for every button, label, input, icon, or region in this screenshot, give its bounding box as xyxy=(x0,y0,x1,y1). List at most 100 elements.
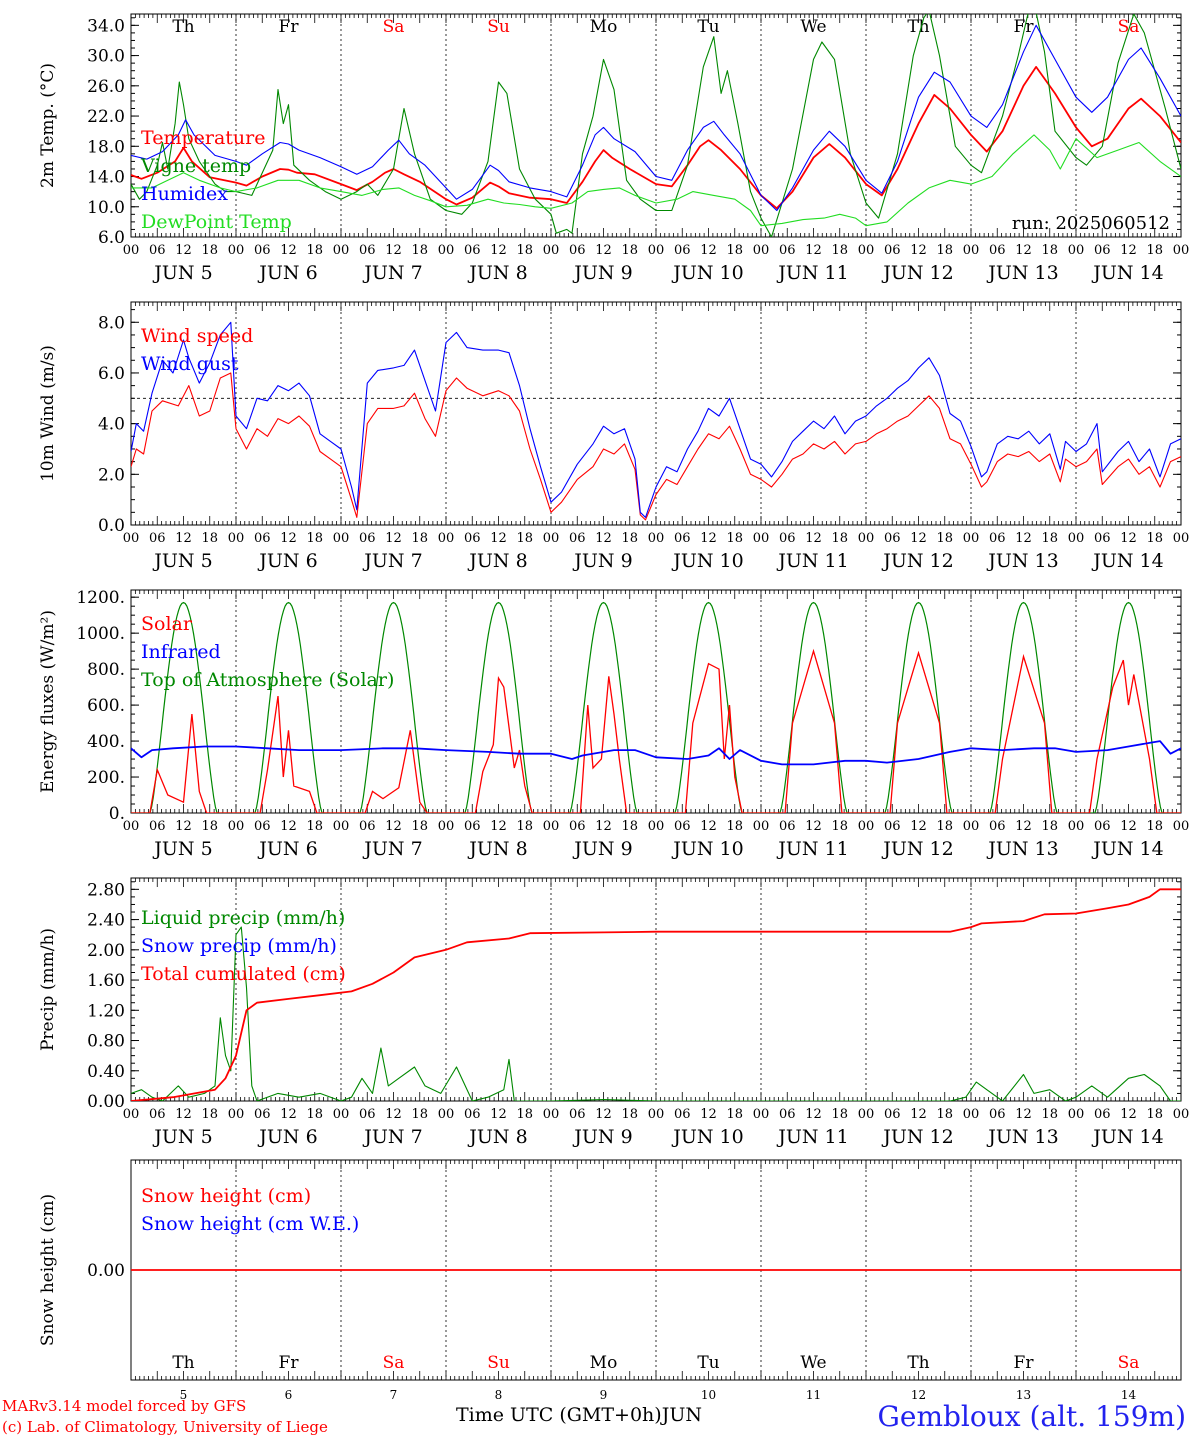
hour-tick-label: 00 xyxy=(753,1107,770,1122)
hour-tick-label: 18 xyxy=(1146,1107,1163,1122)
hour-tick-label: 12 xyxy=(1120,531,1137,546)
hour-tick-label: 06 xyxy=(359,1107,376,1122)
y-tick-label: 2.40 xyxy=(87,911,125,931)
y-tick-label: 10.0 xyxy=(87,198,125,218)
day-label: Mo xyxy=(590,17,618,37)
date-label: JUN 13 xyxy=(986,1126,1058,1148)
day-label: Fr xyxy=(1014,17,1035,37)
hour-tick-label: 18 xyxy=(621,243,638,258)
hour-tick-label: 06 xyxy=(674,819,691,834)
hour-tick-label: 18 xyxy=(306,1107,323,1122)
date-label: JUN 12 xyxy=(881,262,953,284)
y-tick-label: 2.80 xyxy=(87,880,125,900)
hour-tick-label: 12 xyxy=(595,1107,612,1122)
hour-tick-label: 12 xyxy=(700,531,717,546)
day-number: 5 xyxy=(180,1388,188,1402)
hour-tick-label: 00 xyxy=(123,819,140,834)
y-tick-label: 0.80 xyxy=(87,1032,125,1052)
hour-tick-label: 12 xyxy=(385,819,402,834)
series-dewpoint-temp xyxy=(131,134,1181,227)
date-label: JUN 12 xyxy=(881,1126,953,1148)
y-tick-label: 6.0 xyxy=(98,228,125,248)
hour-tick-label: 12 xyxy=(385,531,402,546)
hour-tick-label: 12 xyxy=(175,1107,192,1122)
hour-tick-label: 00 xyxy=(543,243,560,258)
y-tick-label: 14.0 xyxy=(87,168,125,188)
series-humidex xyxy=(131,24,1181,212)
hour-tick-label: 12 xyxy=(1015,1107,1032,1122)
hour-tick-label: 00 xyxy=(858,243,875,258)
legend-entry: Total cumulated (cm) xyxy=(141,963,346,985)
hour-tick-label: 12 xyxy=(280,819,297,834)
day-label: Fr xyxy=(1014,1353,1035,1373)
hour-tick-label: 06 xyxy=(1094,1107,1111,1122)
hour-tick-label: 18 xyxy=(726,243,743,258)
panel-4: 0.00 0.40 0.80 1.20 1.60 2.00 2.40 2.80 Precip (… xyxy=(38,877,1189,1148)
hour-tick-label: 12 xyxy=(910,819,927,834)
hour-tick-label: 18 xyxy=(201,819,218,834)
legend-entry: Vigne temp xyxy=(140,155,251,177)
hour-tick-label: 00 xyxy=(858,531,875,546)
hour-tick-label: 12 xyxy=(595,243,612,258)
hour-tick-label: 18 xyxy=(411,1107,428,1122)
hour-tick-label: 06 xyxy=(464,819,481,834)
hour-tick-label: 18 xyxy=(726,531,743,546)
hour-tick-label: 00 xyxy=(1173,243,1190,258)
hour-tick-label: 00 xyxy=(1068,819,1085,834)
hour-tick-label: 00 xyxy=(648,243,665,258)
date-label: JUN 13 xyxy=(986,838,1058,860)
hour-tick-label: 12 xyxy=(175,531,192,546)
day-number: 11 xyxy=(806,1388,821,1402)
y-tick-label: 1200. xyxy=(76,588,125,608)
series-infrared xyxy=(131,740,1181,766)
plot-area xyxy=(131,888,1181,1101)
hour-tick-label: 00 xyxy=(648,531,665,546)
hour-tick-label: 00 xyxy=(753,531,770,546)
hour-tick-label: 12 xyxy=(1015,243,1032,258)
hour-tick-label: 06 xyxy=(989,243,1006,258)
hour-tick-label: 12 xyxy=(490,531,507,546)
day-label: Sa xyxy=(1118,17,1140,37)
hour-tick-label: 06 xyxy=(884,243,901,258)
series-total-cumulated-cm- xyxy=(131,888,1181,1101)
hour-tick-label: 06 xyxy=(884,531,901,546)
y-tick-label: 0.40 xyxy=(87,1062,125,1082)
y-axis-label: Precip (mm/h) xyxy=(38,928,58,1051)
day-label: Th xyxy=(907,17,929,37)
hour-tick-label: 12 xyxy=(910,243,927,258)
date-label: JUN 11 xyxy=(776,1126,848,1148)
hour-tick-label: 00 xyxy=(543,819,560,834)
hour-tick-label: 00 xyxy=(858,819,875,834)
hour-tick-label: 18 xyxy=(1041,1107,1058,1122)
hour-tick-label: 18 xyxy=(201,243,218,258)
y-tick-label: 8.0 xyxy=(98,313,125,333)
hour-tick-label: 18 xyxy=(1041,819,1058,834)
hour-tick-label: 18 xyxy=(831,531,848,546)
date-label: JUN 14 xyxy=(1091,838,1163,860)
day-label: Sa xyxy=(383,1353,405,1373)
y-tick-label: 2.0 xyxy=(98,465,125,485)
date-label: JUN 5 xyxy=(152,262,212,284)
legend-entry: Infrared xyxy=(141,641,221,663)
legend-entry: Wind speed xyxy=(141,325,253,347)
legend-entry: Snow height (cm W.E.) xyxy=(141,1213,359,1235)
hour-tick-label: 06 xyxy=(989,819,1006,834)
hour-tick-label: 06 xyxy=(254,819,271,834)
legend-entry: Wind gust xyxy=(141,353,239,375)
legend-entry: Snow height (cm) xyxy=(141,1185,311,1207)
y-tick-label: 2.00 xyxy=(87,941,125,961)
hour-tick-label: 06 xyxy=(779,243,796,258)
date-label: JUN 8 xyxy=(467,838,527,860)
date-label: JUN 8 xyxy=(467,1126,527,1148)
hour-tick-label: 00 xyxy=(753,243,770,258)
date-label: JUN 9 xyxy=(572,550,632,572)
day-number: 12 xyxy=(911,1388,926,1402)
hour-tick-label: 00 xyxy=(858,1107,875,1122)
date-label: JUN 7 xyxy=(362,262,422,284)
hour-tick-label: 12 xyxy=(280,243,297,258)
station-name: Gembloux (alt. 159m) xyxy=(877,1400,1187,1433)
hour-tick-label: 12 xyxy=(700,1107,717,1122)
day-label: Su xyxy=(487,1353,510,1373)
day-label: Su xyxy=(487,17,510,37)
y-tick-label: 1.60 xyxy=(87,971,125,991)
